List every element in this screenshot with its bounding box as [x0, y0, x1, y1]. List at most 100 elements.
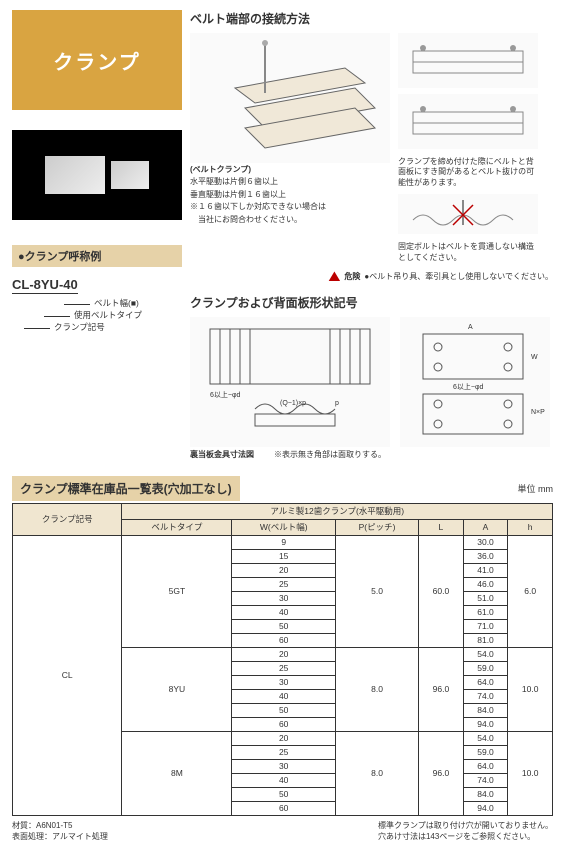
- cell-p: 5.0: [336, 535, 419, 647]
- col-l: L: [419, 519, 464, 535]
- footer-material: 材質：A6N01-T5: [12, 820, 108, 831]
- footer-note-2: 穴あけ寸法は143ページをご参照ください。: [378, 831, 553, 842]
- cell-w: 50: [232, 703, 336, 717]
- svg-text:A: A: [468, 324, 473, 331]
- cell-a: 59.0: [463, 661, 508, 675]
- cell-w: 20: [232, 647, 336, 661]
- danger-label: 危険: [344, 271, 360, 282]
- danger-text: ●ベルト吊り具、牽引具とし使用しないでください。: [364, 271, 553, 282]
- cell-a: 46.0: [463, 577, 508, 591]
- model-legend: ベルト幅(■) 使用ベルトタイプ クランプ記号: [12, 298, 182, 334]
- belt-clamp-note: 当社にお問合わせください。: [190, 215, 390, 225]
- cell-w: 25: [232, 577, 336, 591]
- naming-section-label: ●クランプ呼称例: [12, 245, 182, 267]
- unit-label: 単位 mm: [518, 482, 554, 495]
- cell-w: 30: [232, 759, 336, 773]
- cell-w: 30: [232, 675, 336, 689]
- side-note-2: 固定ボルトはベルトを貫通しない構造としてください。: [398, 242, 538, 263]
- model-code: CL-8YU-40: [12, 277, 78, 294]
- cell-a: 61.0: [463, 605, 508, 619]
- cell-l: 96.0: [419, 731, 464, 815]
- cell-a: 74.0: [463, 773, 508, 787]
- cell-a: 64.0: [463, 759, 508, 773]
- col-group-header: アルミ製12歯クランプ(水平駆動用): [122, 503, 553, 519]
- svg-text:p: p: [335, 400, 339, 407]
- footer-note-1: 標準クランプは取り付け穴が開いておりません。: [378, 820, 553, 831]
- shape-caption-1: ※表示無き角部は面取りする。: [274, 449, 386, 460]
- cell-a: 74.0: [463, 689, 508, 703]
- legend-item: ベルト幅(■): [64, 298, 182, 310]
- footer-surface: 表面処理：アルマイト処理: [12, 831, 108, 842]
- belt-clamp-note: ※１６歯以下しか対応できない場合は: [190, 202, 390, 212]
- cell-w: 20: [232, 731, 336, 745]
- cell-a: 84.0: [463, 787, 508, 801]
- cell-h: 10.0: [508, 731, 553, 815]
- cell-w: 40: [232, 605, 336, 619]
- svg-text:N×P: N×P: [531, 409, 545, 416]
- side-diagram-1: [398, 33, 538, 88]
- col-h: h: [508, 519, 553, 535]
- belt-clamp-note: 垂直駆動は片側１６歯以上: [190, 190, 390, 200]
- cell-a: 36.0: [463, 549, 508, 563]
- shape-caption-2: 裏当板金具寸法図: [190, 449, 254, 460]
- cell-w: 40: [232, 689, 336, 703]
- cell-w: 20: [232, 563, 336, 577]
- cell-a: 41.0: [463, 563, 508, 577]
- cell-a: 59.0: [463, 745, 508, 759]
- svg-text:(Q−1)×p: (Q−1)×p: [280, 400, 306, 407]
- cell-h: 10.0: [508, 647, 553, 731]
- cell-a: 54.0: [463, 731, 508, 745]
- cell-w: 60: [232, 633, 336, 647]
- cell-a: 64.0: [463, 675, 508, 689]
- cell-p: 8.0: [336, 647, 419, 731]
- cell-clamp-code: CL: [13, 535, 122, 815]
- svg-text:W: W: [531, 354, 538, 361]
- cell-w: 50: [232, 619, 336, 633]
- cell-l: 60.0: [419, 535, 464, 647]
- svg-text:6以上−φd: 6以上−φd: [453, 382, 484, 391]
- col-clamp-code: クランプ記号: [13, 503, 122, 535]
- connection-heading: ベルト端部の接続方法: [190, 10, 553, 27]
- cell-a: 71.0: [463, 619, 508, 633]
- product-photo: [12, 130, 182, 220]
- cell-belt-type: 8M: [122, 731, 232, 815]
- cell-belt-type: 8YU: [122, 647, 232, 731]
- shape-heading: クランプおよび背面板形状記号: [190, 294, 553, 311]
- cell-a: 84.0: [463, 703, 508, 717]
- shape-diagram-right: A 6以上−φd W N×P: [400, 317, 550, 447]
- col-w: W(ベルト幅): [232, 519, 336, 535]
- cell-w: 60: [232, 801, 336, 815]
- cell-w: 40: [232, 773, 336, 787]
- col-p: P(ピッチ): [336, 519, 419, 535]
- cell-w: 50: [232, 787, 336, 801]
- page-title: クランプ: [12, 10, 182, 110]
- cell-a: 30.0: [463, 535, 508, 549]
- cell-a: 94.0: [463, 801, 508, 815]
- side-diagram-3: [398, 194, 538, 234]
- table-title: クランプ標準在庫品一覧表(穴加工なし): [12, 476, 240, 501]
- cell-w: 15: [232, 549, 336, 563]
- cell-a: 54.0: [463, 647, 508, 661]
- legend-item: 使用ベルトタイプ: [44, 310, 182, 322]
- danger-icon: [328, 271, 340, 281]
- col-belt-type: ベルトタイプ: [122, 519, 232, 535]
- cell-belt-type: 5GT: [122, 535, 232, 647]
- belt-clamp-note: 水平駆動は片側６歯以上: [190, 177, 390, 187]
- cell-w: 60: [232, 717, 336, 731]
- stock-table: クランプ記号 アルミ製12歯クランプ(水平駆動用) ベルトタイプ W(ベルト幅)…: [12, 503, 553, 816]
- cell-l: 96.0: [419, 647, 464, 731]
- cell-a: 94.0: [463, 717, 508, 731]
- legend-item: クランプ記号: [24, 322, 182, 334]
- cell-p: 8.0: [336, 731, 419, 815]
- isometric-diagram: [190, 33, 390, 163]
- cell-w: 25: [232, 745, 336, 759]
- side-note-1: クランプを締め付けた際にベルトと背面板にすき間があるとベルト抜けの可能性がありま…: [398, 157, 538, 188]
- belt-clamp-note-title: (ベルトクランプ): [190, 165, 390, 175]
- svg-text:6以上−φd: 6以上−φd: [210, 390, 241, 399]
- cell-w: 9: [232, 535, 336, 549]
- cell-a: 51.0: [463, 591, 508, 605]
- side-diagram-2: [398, 94, 538, 149]
- col-a: A: [463, 519, 508, 535]
- cell-a: 81.0: [463, 633, 508, 647]
- shape-diagram-left: 6以上−φd (Q−1)×p p: [190, 317, 390, 447]
